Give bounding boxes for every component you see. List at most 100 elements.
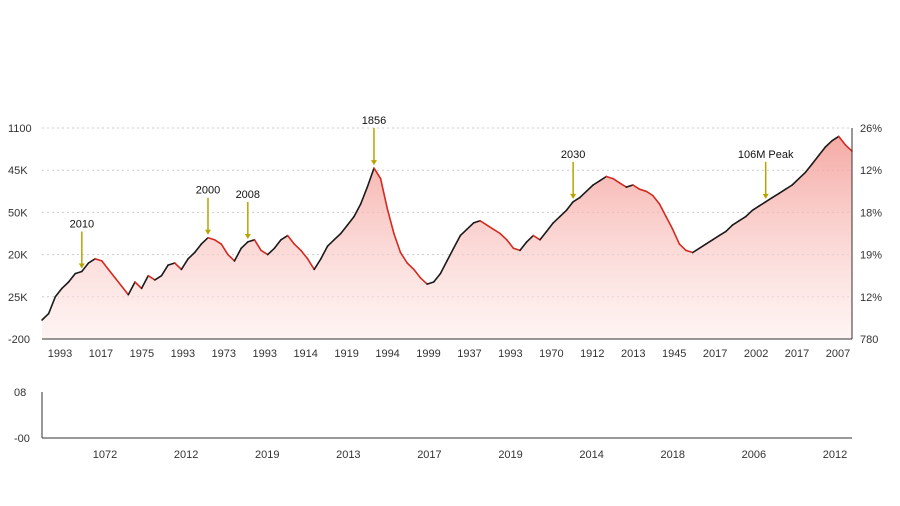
main-panel: 1100 26% 45K 12% 50K 18% 20K 19% 25K 12% -200 780 19… <box>8 115 882 360</box>
price-line-segment <box>592 180 601 186</box>
price-line-segment <box>485 224 495 231</box>
price-line-segment <box>525 234 535 243</box>
price-line-segment <box>479 220 488 226</box>
price-line-segment <box>824 139 833 148</box>
price-line-segment <box>665 215 674 231</box>
price-line-segment <box>432 272 442 283</box>
price-line-segment <box>227 253 236 262</box>
price-line-segment <box>120 285 130 296</box>
x-tick-label: 1993 <box>171 348 195 360</box>
annotation-arrowhead <box>370 160 377 166</box>
annotation-arrowhead <box>244 233 251 239</box>
price-line-segment <box>47 295 57 315</box>
price-line-segment <box>87 257 96 264</box>
price-line-segment <box>552 215 561 224</box>
price-line-segment <box>784 184 794 190</box>
price-line-segment <box>778 188 787 195</box>
x-tick-label: 2017 <box>703 348 727 360</box>
price-area <box>42 136 852 339</box>
price-line-segment <box>651 194 661 205</box>
annotation-arrowhead <box>204 229 211 235</box>
price-line-segment <box>798 171 807 180</box>
price-line-segment <box>187 251 196 260</box>
price-line-segment <box>260 249 269 256</box>
price-line-segment <box>439 260 448 275</box>
y-right-tick-label: 26% <box>860 123 882 135</box>
sub-x-tick-label: 2014 <box>579 449 603 461</box>
price-line-segment <box>598 175 608 182</box>
price-line-segment <box>725 224 734 233</box>
x-tick-label: 2007 <box>826 348 850 360</box>
annotation-arrowhead <box>570 193 577 199</box>
price-line-segment <box>718 230 727 237</box>
price-line-segment <box>738 215 747 222</box>
price-line-segment <box>492 228 501 235</box>
price-line-segment <box>167 262 176 266</box>
y-right-tick-label: 780 <box>860 334 878 346</box>
price-line-segment <box>585 184 594 193</box>
sub-x-tick-label: 2019 <box>255 449 279 461</box>
price-line-segment <box>306 257 316 271</box>
sub-x-tick-label: 2013 <box>336 449 360 461</box>
annotation-label: 1856 <box>362 115 386 127</box>
price-line-segment <box>247 239 256 243</box>
price-line-segment <box>286 234 296 245</box>
price-line-segment <box>758 201 767 207</box>
price-line-segment <box>837 135 847 146</box>
price-line-segment <box>764 196 774 203</box>
price-line-segment <box>359 186 369 205</box>
x-tick-label: 2017 <box>785 348 809 360</box>
price-line-segment <box>333 232 342 241</box>
y-left-tick-label: 1100 <box>8 123 32 135</box>
price-line-segment <box>41 312 50 321</box>
price-line-segment <box>379 177 389 209</box>
price-line-segment <box>94 257 103 262</box>
price-line-segment <box>559 209 568 218</box>
price-line-segment <box>174 262 183 271</box>
y-left-tick-label: 50K <box>8 207 28 219</box>
price-line-segment <box>419 276 428 285</box>
price-line-segment <box>114 276 123 288</box>
price-line-segment <box>817 146 827 157</box>
sub-x-tick-label: 2019 <box>498 449 522 461</box>
price-line-segment <box>691 247 701 254</box>
price-line-segment <box>273 239 282 250</box>
annotation-label: 106M Peak <box>738 149 794 161</box>
price-line-segment <box>147 274 156 281</box>
x-tick-label: 1993 <box>252 348 276 360</box>
price-line-segment <box>412 268 422 279</box>
price-line-segment <box>671 228 681 245</box>
price-line-segment <box>200 236 209 245</box>
price-line-segment <box>791 177 800 186</box>
annotation-label: 2030 <box>561 149 585 161</box>
price-line-segment <box>373 167 382 180</box>
price-line-segment <box>512 247 521 252</box>
price-line-segment <box>505 239 515 250</box>
price-line-segment <box>399 251 409 264</box>
annotation-label: 2008 <box>236 189 260 201</box>
x-tick-label: 1945 <box>662 348 686 360</box>
price-line-segment <box>632 184 641 190</box>
price-line-segment <box>811 154 820 165</box>
price-line-segment <box>625 184 634 188</box>
price-line-segment <box>253 239 262 252</box>
price-line-segment <box>326 239 335 247</box>
price-line-segment <box>532 234 541 241</box>
price-line-segment <box>127 281 136 296</box>
price-line-segment <box>545 222 555 233</box>
price-line-segment <box>831 135 840 142</box>
price-line-segment <box>751 205 760 212</box>
price-line-segment <box>519 241 528 252</box>
sub-y-tick-label: -00 <box>14 433 30 445</box>
price-line-segment <box>240 241 249 250</box>
price-line-segment <box>472 220 482 224</box>
price-line-segment <box>393 232 402 254</box>
price-line-segment <box>771 192 780 199</box>
price-line-segment <box>446 247 455 262</box>
x-tick-label: 1970 <box>539 348 563 360</box>
price-line-segment <box>426 281 435 285</box>
y-left-tick-label: -200 <box>8 334 30 346</box>
price-line-segment <box>300 249 309 260</box>
x-tick-label: 1017 <box>89 348 113 360</box>
